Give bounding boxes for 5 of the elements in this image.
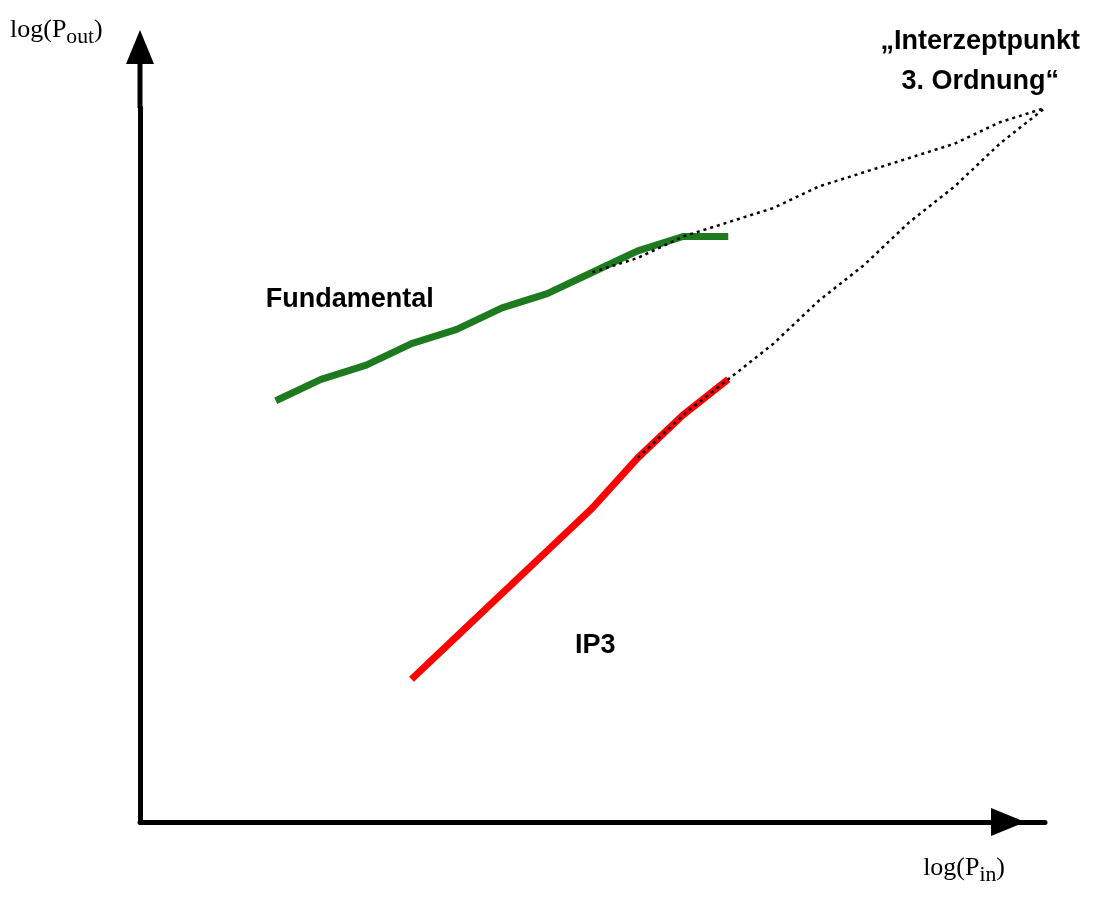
y-axis-title: log(P$_{out}$): [10, 14, 103, 50]
text: IP3: [574, 629, 616, 661]
text: „Interzeptpunkt 3. Ordnung“: [880, 24, 1080, 97]
x-axis-title: log(P$_{in}$): [923, 852, 1005, 888]
series-label: Fundamental: [265, 282, 434, 314]
